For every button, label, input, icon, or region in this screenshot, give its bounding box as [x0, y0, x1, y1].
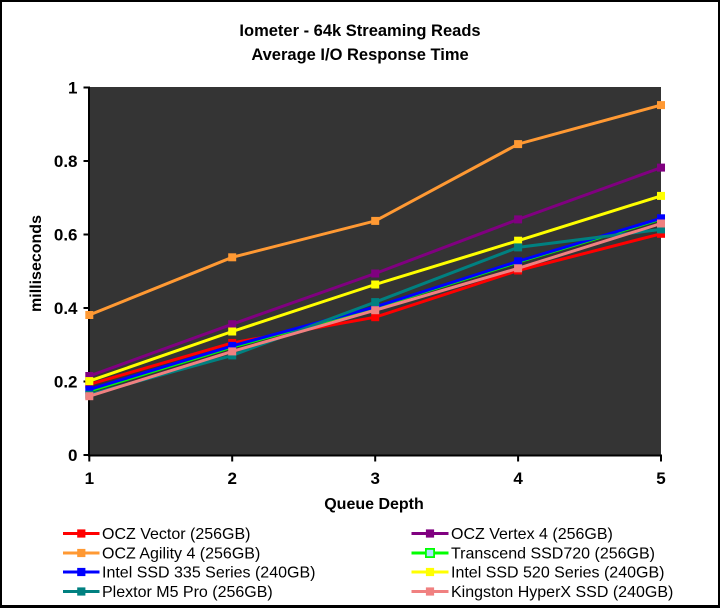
svg-text:5: 5 — [656, 469, 665, 488]
svg-text:Queue Depth: Queue Depth — [324, 496, 424, 513]
svg-text:0.6: 0.6 — [54, 226, 78, 245]
svg-text:4: 4 — [513, 469, 523, 488]
svg-text:Kingston HyperX SSD (240GB): Kingston HyperX SSD (240GB) — [451, 584, 673, 601]
svg-text:3: 3 — [370, 469, 379, 488]
svg-text:0.4: 0.4 — [54, 299, 78, 318]
svg-text:OCZ Agility 4 (256GB): OCZ Agility 4 (256GB) — [102, 546, 260, 563]
svg-text:2: 2 — [227, 469, 236, 488]
svg-text:1: 1 — [85, 469, 94, 488]
svg-text:0.2: 0.2 — [54, 373, 78, 392]
svg-text:OCZ Vector (256GB): OCZ Vector (256GB) — [102, 526, 251, 543]
svg-text:1: 1 — [68, 79, 77, 98]
svg-text:0: 0 — [68, 446, 77, 465]
svg-text:milliseconds: milliseconds — [28, 215, 45, 312]
svg-text:Intel SSD 335 Series (240GB): Intel SSD 335 Series (240GB) — [102, 565, 315, 582]
svg-text:OCZ Vertex 4 (256GB): OCZ Vertex 4 (256GB) — [451, 526, 613, 543]
svg-text:Plextor M5 Pro (256GB): Plextor M5 Pro (256GB) — [102, 584, 273, 601]
svg-text:Iometer - 64k Streaming Reads: Iometer - 64k Streaming Reads — [239, 22, 480, 40]
svg-text:Average I/O Response Time: Average I/O Response Time — [251, 46, 468, 64]
svg-text:Intel SSD 520 Series (240GB): Intel SSD 520 Series (240GB) — [451, 565, 664, 582]
svg-text:Transcend SSD720 (256GB): Transcend SSD720 (256GB) — [451, 546, 655, 563]
svg-text:0.8: 0.8 — [54, 152, 78, 171]
